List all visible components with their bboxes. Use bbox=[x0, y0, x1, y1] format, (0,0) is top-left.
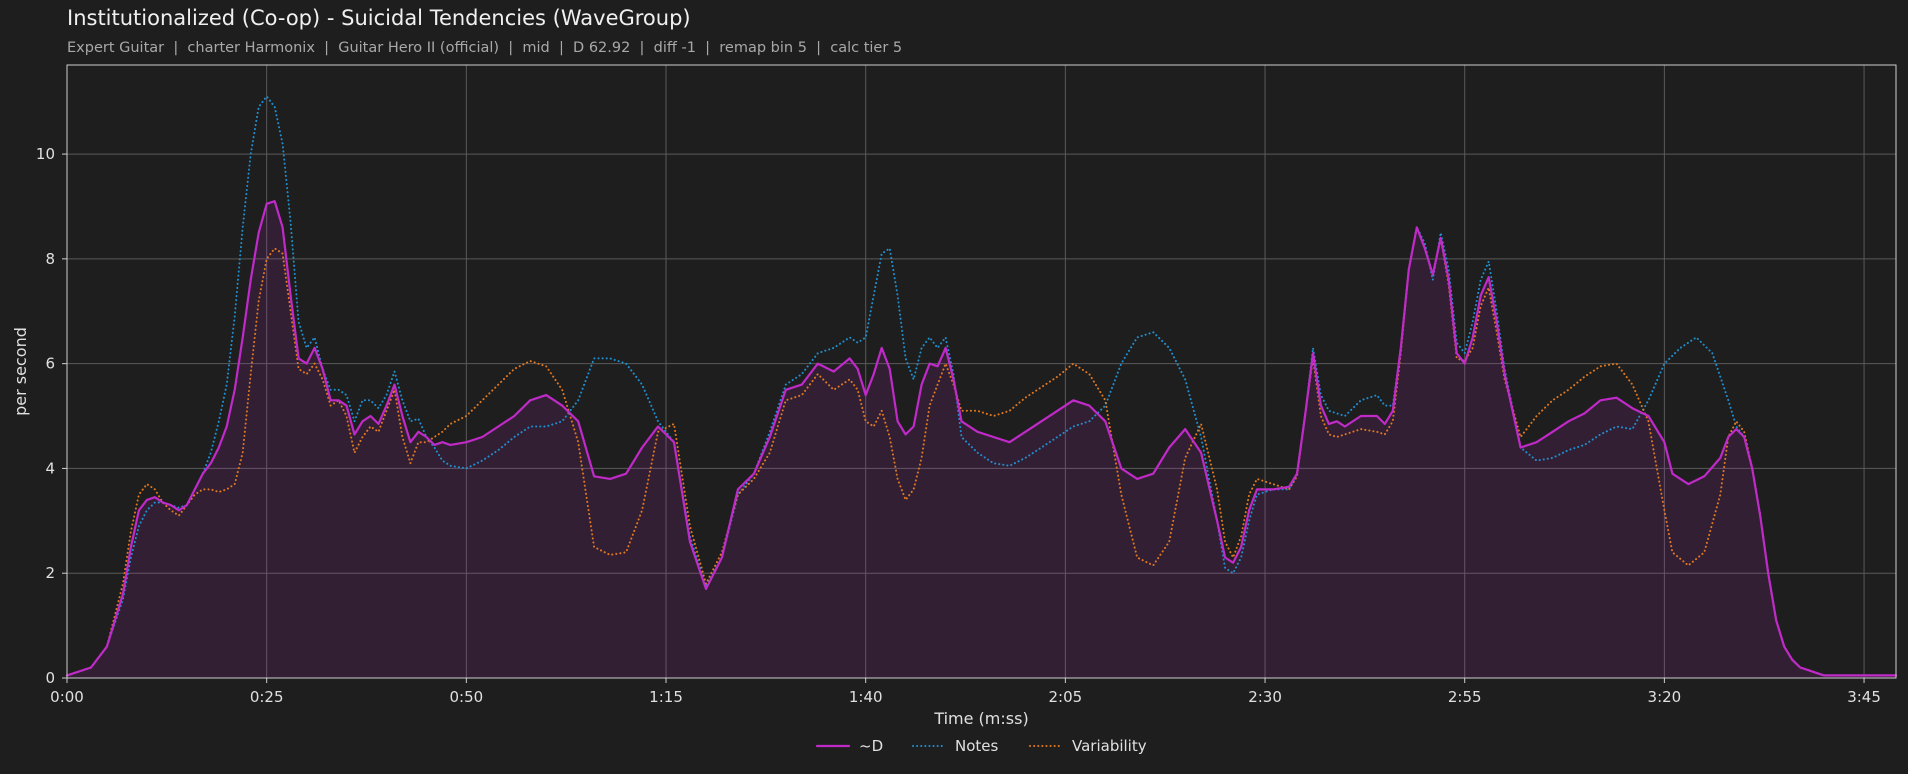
y-axis-label: per second bbox=[11, 327, 30, 416]
series-line-variability bbox=[66, 226, 1897, 677]
chart-title: Institutionalized (Co-op) - Suicidal Ten… bbox=[67, 6, 691, 30]
chart-subtitle: Expert Guitar | charter Harmonix | Guita… bbox=[67, 40, 903, 56]
x-tick-label: 3:20 bbox=[1648, 688, 1682, 706]
x-tick-label: 2:05 bbox=[1049, 688, 1083, 706]
grid bbox=[66, 65, 1896, 679]
legend-label: ~D bbox=[859, 737, 883, 755]
plot-frame bbox=[66, 64, 1897, 679]
y-tick-label: 8 bbox=[45, 250, 55, 268]
legend: ~D Notes Variability bbox=[815, 737, 1147, 755]
x-tick-label: 1:15 bbox=[649, 688, 683, 706]
y-tick-label: 0 bbox=[45, 669, 55, 687]
x-tick-label: 0:00 bbox=[50, 688, 84, 706]
x-tick-label: 1:40 bbox=[849, 688, 883, 706]
legend-label: Variability bbox=[1072, 737, 1147, 755]
series-group bbox=[65, 95, 1898, 678]
y-tick-label: 2 bbox=[45, 564, 55, 582]
y-tick-label: 4 bbox=[45, 459, 55, 477]
x-tick-label: 2:55 bbox=[1448, 688, 1482, 706]
x-tick-label: 0:25 bbox=[250, 688, 284, 706]
series-line-d bbox=[65, 200, 1898, 677]
x-tick-label: 3:45 bbox=[1847, 688, 1881, 706]
y-tick-label: 10 bbox=[36, 145, 55, 163]
ticks: 0:00 0:25 0:50 1:15 1:40 2:05 2:30 2:55 3:20 3:45… bbox=[36, 145, 1881, 706]
x-tick-label: 0:50 bbox=[450, 688, 484, 706]
x-tick-label: 2:30 bbox=[1248, 688, 1282, 706]
legend-label: Notes bbox=[955, 737, 999, 755]
series-area-fill bbox=[67, 201, 1896, 678]
y-tick-label: 6 bbox=[45, 355, 55, 373]
x-axis-label: Time (m:ss) bbox=[933, 709, 1028, 728]
